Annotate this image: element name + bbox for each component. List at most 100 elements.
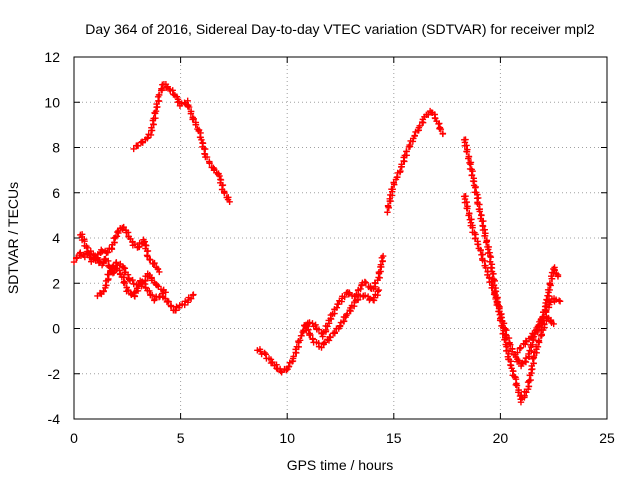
data-point [309,335,316,342]
data-point [469,177,477,185]
data-point [514,349,521,356]
data-point [219,181,227,189]
data-point [481,232,489,239]
data-point [550,320,557,328]
data-point [463,148,471,155]
y-tick-label: 2 [52,275,60,291]
data-point [70,258,78,266]
data-point [297,332,305,340]
data-point [203,153,211,161]
data-point [517,398,525,406]
data-point [361,292,369,299]
data-point [94,254,102,262]
data-point [515,389,522,396]
data-point [486,252,494,260]
data-point [331,329,339,336]
data-point [192,121,199,128]
data-point [384,202,392,209]
data-point [546,280,554,287]
y-tick-label: 12 [44,49,60,65]
series-arc-3 [94,259,197,314]
data-point [190,115,197,123]
data-point [406,141,413,149]
data-point [515,357,522,364]
data-point [551,266,558,273]
data-point [475,194,482,202]
data-point [476,208,483,215]
data-point [305,326,312,333]
data-point [463,142,470,149]
data-point [148,292,156,299]
y-axis-label: SDTVAR / TECUs [5,182,21,294]
data-point [319,333,326,340]
data-point [390,179,398,187]
data-point [375,286,383,294]
data-point [464,205,471,212]
data-point [539,313,547,320]
data-point [119,224,126,232]
data-point [158,85,165,92]
data-point [261,349,268,357]
series-arc-4 [130,80,233,205]
data-point [507,361,514,369]
data-point [482,264,489,272]
data-point [497,313,505,321]
data-point [554,273,562,280]
data-point [474,240,481,248]
data-point [267,359,275,367]
y-tick-label: -4 [48,411,61,427]
data-point [556,298,564,305]
data-point [165,298,172,305]
data-point [151,297,158,304]
data-point [100,288,107,295]
data-point [221,189,228,197]
data-point [490,291,498,298]
data-point [226,198,233,205]
data-point [216,172,223,180]
series-arc-5 [254,252,387,376]
data-point [530,360,537,367]
y-tick-label: 8 [52,140,60,156]
data-point [198,136,205,144]
data-point [312,321,319,329]
data-point [465,212,472,219]
data-point [354,296,362,303]
x-tick-label: 25 [599,430,615,446]
data-point [134,142,142,150]
data-point [525,350,532,358]
data-point [211,165,218,173]
data-point [507,341,514,348]
data-point [431,114,439,122]
data-point [397,167,404,175]
x-tick-label: 20 [493,430,509,446]
data-point [187,110,195,117]
data-point [548,272,555,280]
data-point [517,344,525,351]
series-arc-1 [70,223,163,276]
x-tick-labels: 0 5 10 15 20 25 [70,430,615,446]
data-point [416,122,423,130]
data-point [546,286,553,294]
data-point [379,252,387,260]
data-point [162,289,169,296]
data-point [120,223,127,231]
data-point [185,103,193,111]
data-point [341,293,348,301]
data-point [135,281,142,288]
data-point [327,334,334,341]
chart-title: Day 364 of 2016, Sidereal Day-to-day VTE… [85,21,595,37]
data-point [477,247,484,254]
data-point [113,259,120,266]
y-tick-label: 10 [44,94,60,110]
series-arc-6 [301,286,383,351]
data-point [159,290,166,297]
data-point [376,274,383,282]
data-point [482,239,490,246]
y-tick-label: -2 [48,366,61,382]
data-point [190,291,197,298]
grid-lines [74,57,607,419]
data-point [374,288,382,295]
data-point [146,287,153,295]
data-point [362,279,370,287]
y-tick-label: 4 [52,230,60,246]
